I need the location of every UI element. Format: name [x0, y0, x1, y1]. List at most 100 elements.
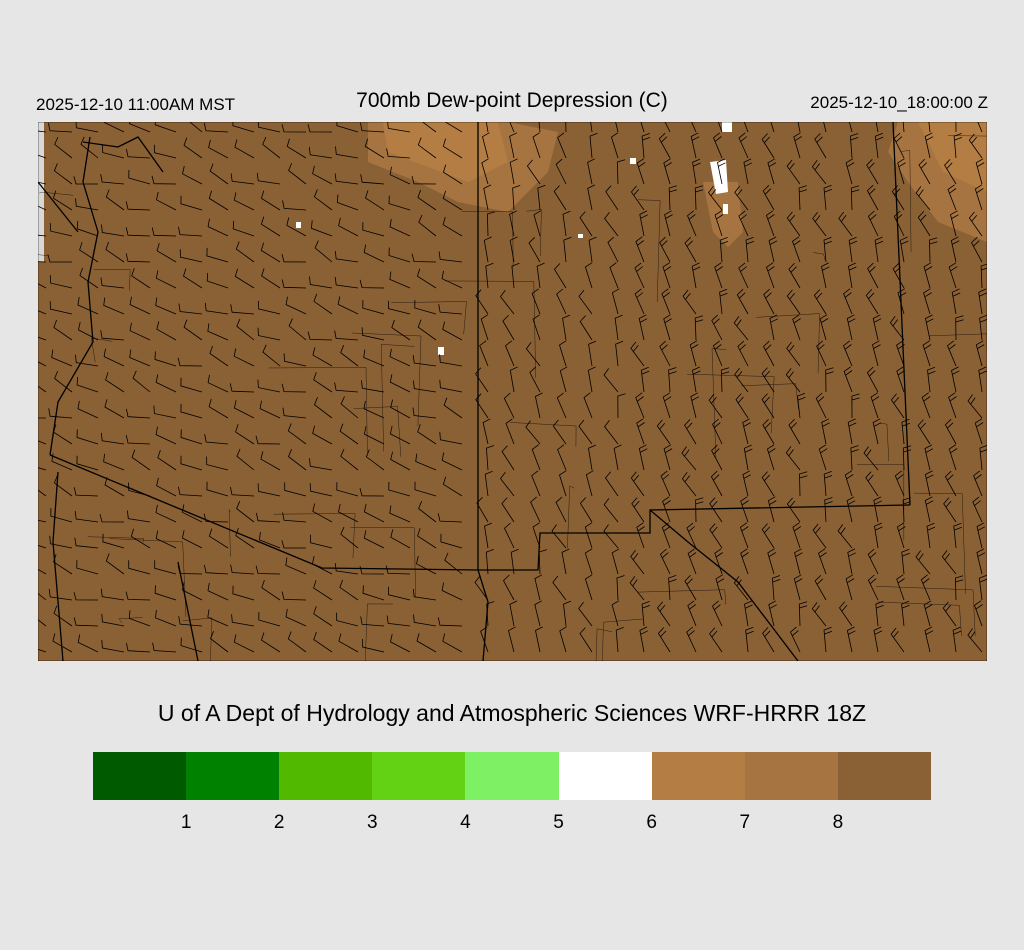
wind-barb [922, 340, 932, 367]
wind-barb [557, 132, 567, 159]
wind-barb [334, 250, 359, 263]
wind-barb [663, 158, 672, 185]
wind-barb [100, 588, 125, 601]
wind-barb [664, 210, 673, 237]
wind-barb [715, 574, 725, 601]
wind-barb [579, 497, 593, 523]
wind-barb [386, 615, 411, 627]
wind-barb [630, 341, 645, 367]
county-border [461, 211, 514, 268]
wind-barb [49, 223, 73, 237]
wind-barb [442, 138, 463, 159]
wind-barb [682, 289, 697, 315]
wind-barb [312, 347, 333, 367]
wind-barb [923, 600, 933, 627]
wind-barb [551, 524, 567, 549]
wind-barb [687, 210, 697, 237]
wind-barb [924, 626, 934, 653]
wind-barb [338, 633, 359, 653]
wind-barb [53, 475, 73, 497]
wind-barb [973, 470, 983, 497]
wind-barb [258, 300, 281, 315]
wind-barb [684, 575, 697, 601]
wind-barb [794, 548, 803, 575]
wind-barb [389, 348, 411, 367]
wind-barb [209, 163, 229, 185]
wind-barb [531, 444, 541, 471]
wind-barb [442, 164, 463, 185]
wind-barb [629, 576, 645, 601]
wind-barb [797, 122, 801, 133]
wind-barb [967, 394, 983, 419]
wind-barb [104, 477, 125, 497]
wind-barb [206, 272, 229, 289]
wind-barb [38, 385, 47, 393]
wind-barb [531, 288, 541, 315]
wind-barb [761, 471, 775, 497]
wind-barb [872, 314, 882, 341]
wind-barb [312, 165, 333, 185]
border-north [82, 136, 164, 173]
wind-barb [387, 122, 411, 133]
wind-barb [100, 277, 125, 289]
wind-barb [788, 263, 801, 289]
wind-barb [889, 316, 905, 341]
wind-barb [203, 122, 229, 133]
wind-barb [846, 496, 856, 523]
wind-barb [559, 470, 567, 497]
wind-barb [660, 470, 671, 497]
wind-barb [259, 531, 281, 549]
wind-barb [738, 262, 749, 289]
wind-barb [947, 184, 957, 211]
wind-barb [128, 610, 151, 627]
wind-barb [785, 446, 801, 471]
colorbar-swatch [651, 752, 745, 800]
wind-barb [285, 296, 307, 315]
wind-barb [656, 419, 671, 445]
wind-barb [417, 528, 437, 549]
wind-barb [49, 301, 73, 315]
wind-barb [53, 319, 73, 341]
wind-barb [866, 159, 879, 185]
wind-barb [689, 340, 699, 367]
wind-barb [236, 501, 255, 523]
colorbar-tick-label: 7 [739, 812, 751, 833]
wind-barb [411, 253, 437, 263]
wind-barb [843, 340, 853, 367]
wind-barb [609, 262, 619, 289]
wind-barb [917, 419, 931, 445]
wind-barb [976, 522, 986, 549]
wind-barb [262, 344, 281, 367]
wind-barb [578, 601, 593, 627]
wind-barb [180, 195, 203, 211]
wind-barb [921, 392, 931, 419]
wind-barb [53, 605, 73, 627]
wind-barb [768, 236, 778, 263]
wind-barb [664, 122, 671, 133]
wind-barb [953, 522, 962, 549]
wind-barb [792, 236, 801, 263]
wind-barb [894, 470, 905, 497]
wind-barb [499, 471, 515, 497]
wind-barb [180, 429, 203, 445]
wind-barb [738, 132, 749, 159]
wind-barb [811, 160, 827, 185]
wind-barb [285, 608, 307, 627]
wind-barb [230, 304, 255, 315]
wind-barb [180, 403, 203, 419]
wind-barb [563, 600, 572, 627]
wind-barb [334, 382, 359, 393]
wind-barb [76, 429, 99, 445]
wind-barb [338, 217, 359, 237]
wind-barb [638, 314, 648, 341]
wind-barb [920, 574, 931, 601]
wind-barb [797, 392, 806, 419]
wind-barb [684, 419, 697, 445]
wind-barb [978, 366, 987, 393]
wind-barb [38, 336, 47, 341]
wind-barb [284, 482, 307, 497]
wind-barb [955, 315, 964, 341]
wind-barb [975, 340, 985, 367]
wind-barb [178, 226, 203, 237]
colorbar [93, 752, 931, 800]
